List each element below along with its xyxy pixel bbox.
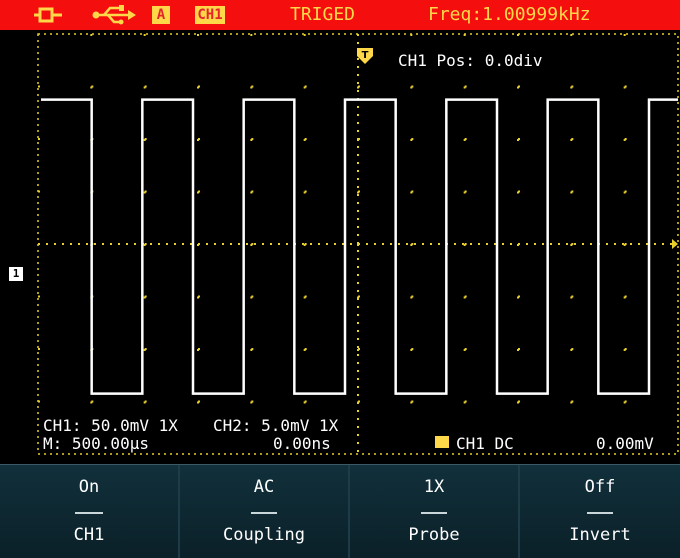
- svg-text:T: T: [362, 50, 369, 61]
- trigger-level-readout: 0.00mV: [596, 434, 654, 453]
- status-bar: A CH1 TRIGED Freq:1.00999kHz: [0, 0, 680, 30]
- frequency-readout: Freq:1.00999kHz: [428, 4, 591, 25]
- ch1-toggle-label: CH1: [73, 525, 105, 545]
- menu-divider: [74, 512, 104, 514]
- trigger-info-readout: CH1 DC: [456, 434, 514, 453]
- ch1-toggle-button[interactable]: On CH1: [0, 465, 180, 558]
- probe-value: 1X: [423, 477, 445, 497]
- plug-icon: [34, 0, 64, 30]
- invert-value: Off: [584, 477, 616, 497]
- coupling-button[interactable]: AC Coupling: [180, 465, 350, 558]
- graticule: [37, 33, 679, 455]
- menu-divider: [420, 512, 448, 514]
- ch1-scale-readout: CH1: 50.0mV 1X: [43, 416, 178, 435]
- soft-key-menu: On CH1 AC Coupling 1X Probe Off Invert: [0, 464, 680, 558]
- coupling-value: AC: [253, 477, 275, 497]
- menu-divider: [587, 512, 613, 514]
- invert-label: Invert: [569, 525, 631, 545]
- ch1-toggle-value: On: [78, 477, 100, 497]
- trigger-status: TRIGED: [290, 4, 356, 25]
- trigger-source-marker: [435, 436, 449, 448]
- waveform-display: T CH1 Pos: 0.0div 1 CH1: 50.0mV 1X CH2: …: [0, 30, 680, 464]
- menu-divider: [250, 512, 278, 514]
- coupling-label: Coupling: [223, 525, 305, 545]
- channel-badge: CH1: [195, 6, 225, 24]
- ch1-ground-marker[interactable]: 1: [9, 267, 23, 281]
- usb-icon: [92, 0, 136, 30]
- trigger-position-marker: T: [357, 48, 373, 64]
- invert-button[interactable]: Off Invert: [520, 465, 680, 558]
- ch1-trace: [41, 98, 678, 395]
- position-readout: CH1 Pos: 0.0div: [398, 51, 543, 70]
- ch2-scale-readout: CH2: 5.0mV 1X: [213, 416, 339, 435]
- acquire-mode-badge: A: [152, 6, 170, 24]
- timebase-readout: M: 500.00μs: [43, 434, 149, 453]
- probe-label: Probe: [408, 525, 460, 545]
- level-arrow-right: [672, 239, 678, 249]
- probe-button[interactable]: 1X Probe: [350, 465, 520, 558]
- time-offset-readout: 0.00ns: [273, 434, 331, 453]
